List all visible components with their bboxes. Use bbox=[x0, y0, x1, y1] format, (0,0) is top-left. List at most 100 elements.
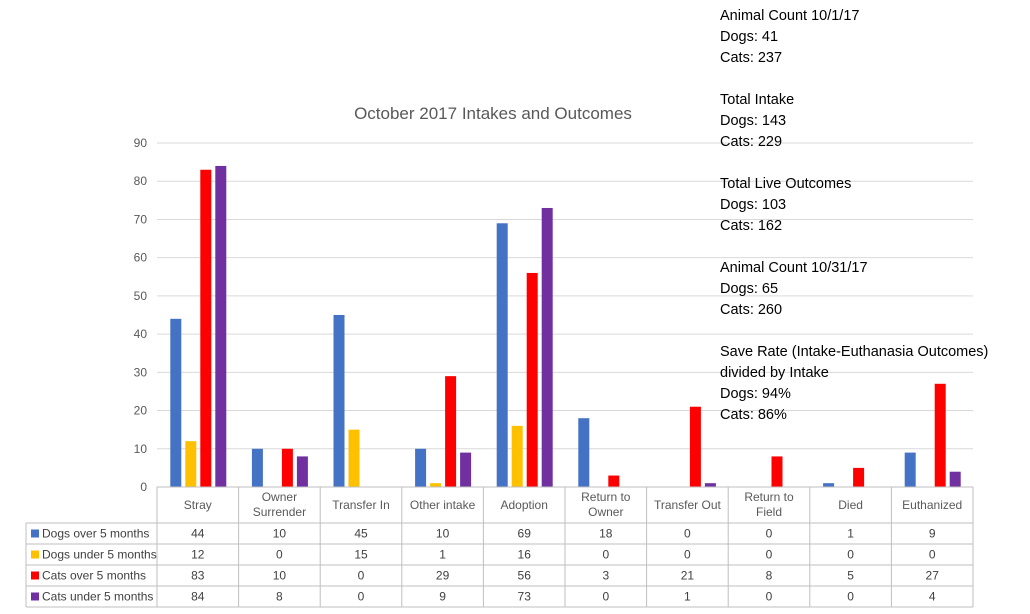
table-cell-value: 29 bbox=[436, 569, 450, 583]
table-cell-value: 0 bbox=[276, 548, 283, 562]
table-cell-value: 9 bbox=[439, 590, 446, 604]
bar-4-4 bbox=[460, 452, 472, 487]
legend-key bbox=[31, 592, 39, 601]
table-cell-value: 73 bbox=[518, 590, 532, 604]
note-line: Dogs: 143 bbox=[720, 113, 787, 129]
y-tick-label: 60 bbox=[134, 251, 148, 265]
table-cell-value: 83 bbox=[191, 569, 205, 583]
bar-1-3 bbox=[333, 315, 345, 487]
bar-2-5 bbox=[511, 425, 523, 487]
bar-1-4 bbox=[415, 448, 427, 487]
table-cell-value: 0 bbox=[684, 527, 691, 541]
bar-3-4 bbox=[445, 376, 457, 487]
legend-label: Cats over 5 months bbox=[42, 569, 146, 583]
note-line: divided by Intake bbox=[720, 365, 829, 381]
table-cell-value: 27 bbox=[926, 569, 940, 583]
category-label: Transfer In bbox=[332, 498, 390, 512]
bar-3-9 bbox=[853, 467, 865, 487]
table-cell-value: 1 bbox=[684, 590, 691, 604]
table-cell-value: 10 bbox=[436, 527, 450, 541]
bar-2-3 bbox=[348, 429, 360, 487]
bar-3-10 bbox=[934, 383, 946, 487]
table-cell-value: 8 bbox=[766, 569, 773, 583]
y-tick-label: 90 bbox=[134, 136, 148, 150]
table-cell-value: 1 bbox=[439, 548, 446, 562]
table-cell-value: 56 bbox=[518, 569, 532, 583]
table-cell-value: 0 bbox=[684, 548, 691, 562]
legend-label: Dogs under 5 months bbox=[42, 548, 157, 562]
table-cell-value: 0 bbox=[358, 590, 365, 604]
bar-3-8 bbox=[771, 456, 783, 487]
table-cell-value: 0 bbox=[766, 548, 773, 562]
bar-2-1 bbox=[185, 441, 197, 487]
table-cell-value: 0 bbox=[766, 590, 773, 604]
legend-label: Cats under 5 months bbox=[42, 590, 153, 604]
bar-3-1 bbox=[200, 169, 212, 487]
table-cell-value: 10 bbox=[273, 569, 287, 583]
bars bbox=[170, 165, 961, 487]
table-cell-value: 0 bbox=[929, 548, 936, 562]
note-block: Total Intake Dogs: 143 Cats: 229 bbox=[720, 90, 1025, 153]
legend-key bbox=[31, 571, 39, 580]
category-label: Other intake bbox=[410, 498, 476, 512]
table-cell-value: 9 bbox=[929, 527, 936, 541]
table-cell-value: 12 bbox=[191, 548, 205, 562]
bar-4-10 bbox=[949, 471, 961, 487]
bar-4-2 bbox=[296, 456, 308, 487]
table-cell-value: 18 bbox=[599, 527, 613, 541]
bar-4-1 bbox=[215, 165, 227, 487]
table-cell-value: 84 bbox=[191, 590, 205, 604]
bar-3-5 bbox=[526, 272, 538, 487]
bar-1-9 bbox=[823, 483, 835, 487]
note-line: Cats: 229 bbox=[720, 134, 783, 150]
note-line: Total Intake bbox=[720, 92, 795, 108]
note-line: Animal Count 10/31/17 bbox=[720, 260, 868, 276]
category-label: Owner bbox=[588, 505, 623, 519]
y-tick-label: 70 bbox=[134, 212, 148, 226]
category-label: Field bbox=[756, 505, 782, 519]
note-line: Cats: 260 bbox=[720, 302, 783, 318]
bar-3-2 bbox=[281, 448, 293, 487]
note-block: Animal Count 10/1/17 Dogs: 41 Cats: 237 bbox=[720, 6, 1025, 69]
legend-key bbox=[31, 550, 39, 559]
note-line: Dogs: 41 bbox=[720, 29, 779, 45]
bar-1-5 bbox=[496, 223, 508, 487]
table-cell-value: 0 bbox=[847, 590, 854, 604]
y-tick-label: 10 bbox=[134, 442, 148, 456]
bar-3-7 bbox=[689, 406, 701, 487]
table-cell-value: 0 bbox=[602, 548, 609, 562]
summary-notes: Animal Count 10/1/17 Dogs: 41 Cats: 237 Tot… bbox=[720, 6, 1025, 447]
note-block: Total Live Outcomes Dogs: 103 Cats: 162 bbox=[720, 174, 1025, 237]
category-label: Adoption bbox=[501, 498, 548, 512]
table-cell-value: 16 bbox=[518, 548, 532, 562]
category-label: Return to bbox=[581, 490, 631, 504]
note-line: Save Rate (Intake-Euthanasia Outcomes) bbox=[720, 344, 989, 360]
note-line: Animal Count 10/1/17 bbox=[720, 8, 860, 24]
y-tick-label: 40 bbox=[134, 327, 148, 341]
table-cell-value: 3 bbox=[602, 569, 609, 583]
category-label: Owner bbox=[262, 490, 297, 504]
y-tick-label: 50 bbox=[134, 289, 148, 303]
table-cell-value: 0 bbox=[766, 527, 773, 541]
table-cell-value: 8 bbox=[276, 590, 283, 604]
note-line: Cats: 86% bbox=[720, 407, 787, 423]
table-cell-value: 10 bbox=[273, 527, 287, 541]
table-cell-value: 44 bbox=[191, 527, 205, 541]
y-tick-label: 80 bbox=[134, 174, 148, 188]
table-cell-value: 45 bbox=[354, 527, 368, 541]
note-block: Animal Count 10/31/17 Dogs: 65 Cats: 260 bbox=[720, 258, 1025, 321]
table-cell-value: 0 bbox=[358, 569, 365, 583]
table-cell-value: 5 bbox=[847, 569, 854, 583]
table-cell-value: 69 bbox=[518, 527, 532, 541]
note-line: Dogs: 65 bbox=[720, 281, 779, 297]
note-line: Cats: 237 bbox=[720, 50, 783, 66]
category-label: Return to bbox=[744, 490, 794, 504]
category-label: Euthanized bbox=[902, 498, 962, 512]
bar-4-5 bbox=[541, 207, 553, 487]
bar-3-6 bbox=[608, 475, 620, 487]
bar-4-7 bbox=[704, 483, 716, 487]
chart-title: October 2017 Intakes and Outcomes bbox=[354, 104, 632, 123]
y-tick-label: 0 bbox=[140, 480, 147, 494]
bar-1-10 bbox=[904, 452, 916, 487]
